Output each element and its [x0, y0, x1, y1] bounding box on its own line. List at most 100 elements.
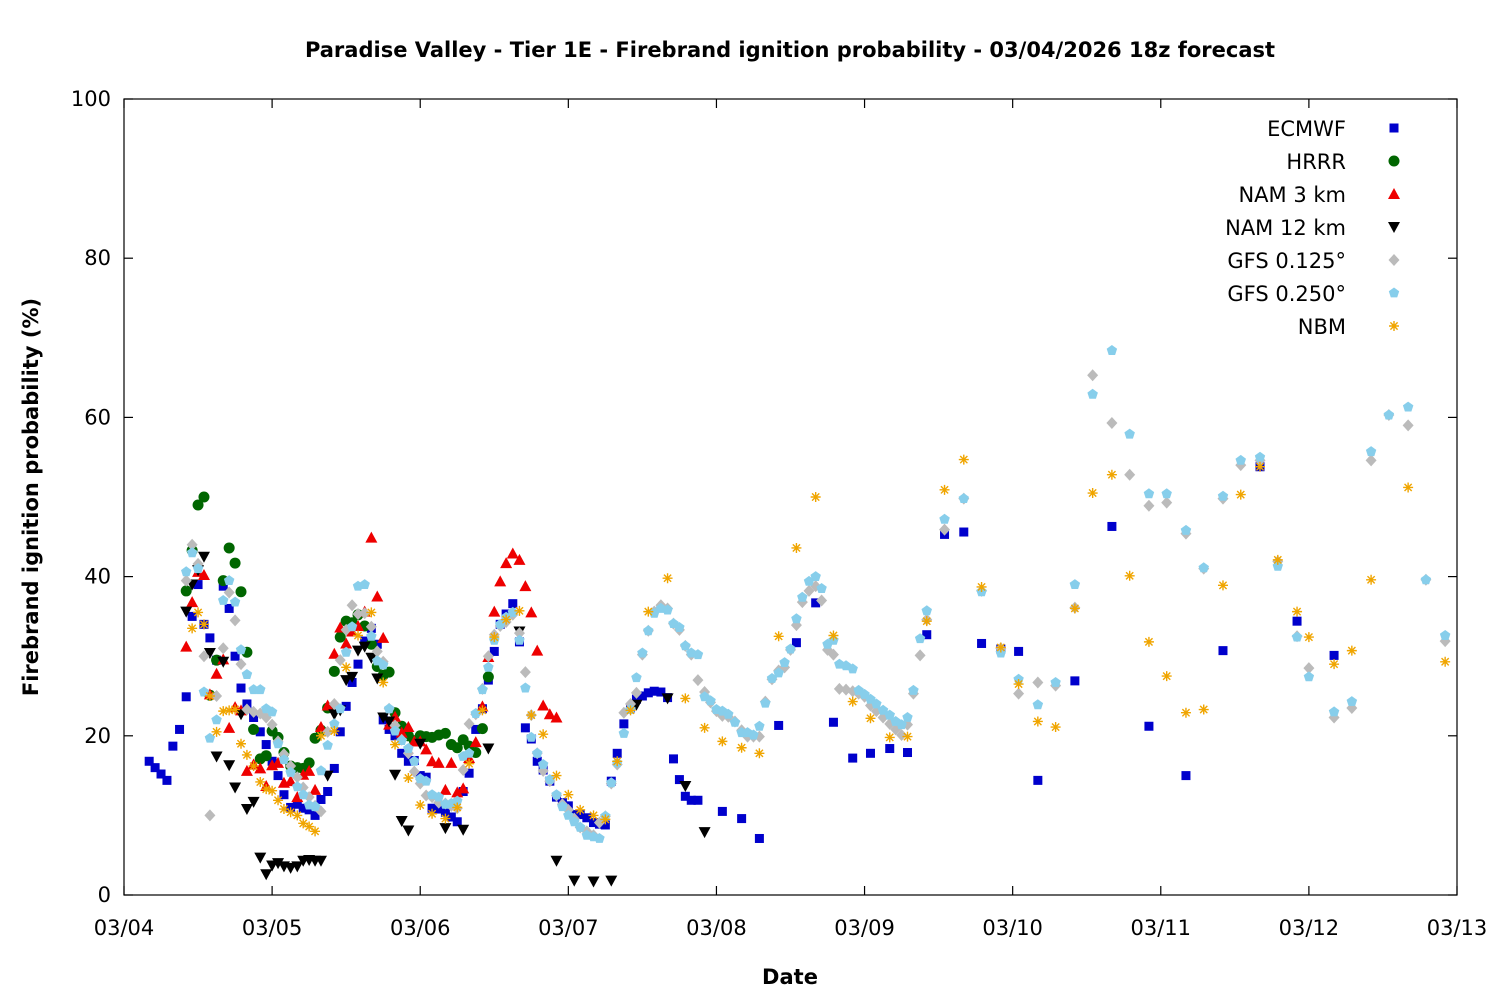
- data-point: [341, 662, 352, 673]
- data-point: [365, 652, 378, 664]
- data-point: [686, 795, 696, 805]
- data-point: [674, 775, 684, 785]
- series-5: [181, 345, 1451, 843]
- legend-marker: [1388, 188, 1400, 199]
- data-point: [760, 697, 771, 708]
- data-point: [1087, 369, 1099, 382]
- data-point: [284, 775, 297, 787]
- data-point: [833, 682, 845, 695]
- data-point: [482, 671, 494, 683]
- axes: 0 20 40 60 80 100 03/04 03/05 03/06 03/07 03/08 03/…: [71, 87, 1487, 940]
- data-point: [197, 569, 210, 581]
- x-tick-label: 03/08: [686, 916, 747, 940]
- data-point: [514, 634, 525, 645]
- data-point: [217, 642, 229, 655]
- data-point: [292, 799, 302, 809]
- data-point: [1106, 345, 1118, 355]
- data-point: [500, 557, 513, 569]
- data-point: [248, 761, 259, 772]
- data-point: [204, 809, 216, 822]
- data-point: [272, 738, 284, 749]
- data-point: [273, 771, 283, 781]
- data-point: [346, 599, 358, 612]
- data-point: [415, 800, 426, 811]
- x-tick-label: 03/11: [1131, 916, 1192, 940]
- data-point: [939, 484, 950, 495]
- data-point: [1303, 662, 1315, 675]
- data-point: [810, 492, 821, 502]
- data-point: [346, 671, 359, 683]
- data-point: [717, 806, 727, 816]
- data-point: [427, 803, 437, 813]
- data-point: [181, 692, 191, 702]
- data-point: [236, 683, 246, 693]
- data-point: [1124, 570, 1135, 581]
- data-point: [211, 726, 222, 737]
- legend-marker: [1388, 222, 1400, 233]
- data-point: [230, 704, 241, 715]
- data-point: [371, 645, 383, 658]
- data-point: [451, 786, 464, 798]
- data-point: [1198, 704, 1209, 715]
- data-point: [420, 743, 433, 755]
- chart-title: Paradise Valley - Tier 1E - Firebrand ig…: [305, 38, 1275, 62]
- data-point: [403, 743, 414, 753]
- data-point: [434, 804, 444, 814]
- data-point: [240, 804, 253, 816]
- data-point: [403, 772, 414, 783]
- data-point: [409, 755, 420, 766]
- data-point: [995, 642, 1006, 653]
- data-point: [260, 869, 273, 881]
- data-point: [914, 649, 926, 662]
- data-point: [420, 775, 432, 786]
- data-point: [471, 724, 481, 734]
- legend-item: NBM: [1298, 315, 1399, 339]
- data-point: [723, 708, 734, 719]
- data-point: [692, 674, 704, 687]
- data-point: [223, 760, 236, 772]
- data-point: [679, 780, 692, 792]
- data-point: [773, 667, 784, 678]
- data-point: [217, 656, 230, 668]
- data-point: [310, 810, 320, 820]
- data-point: [631, 672, 642, 683]
- data-point: [600, 820, 610, 830]
- data-point: [680, 640, 691, 651]
- data-point: [1235, 454, 1246, 465]
- data-point: [383, 716, 396, 728]
- data-point: [538, 729, 549, 740]
- data-point: [193, 607, 204, 618]
- data-point: [908, 684, 919, 695]
- data-point: [358, 641, 371, 653]
- data-point: [187, 611, 197, 621]
- data-point: [359, 607, 371, 620]
- data-point: [321, 699, 334, 711]
- data-point: [476, 723, 488, 735]
- data-point: [186, 547, 198, 558]
- data-point: [395, 815, 408, 827]
- series-6: [187, 454, 1451, 837]
- data-point: [314, 855, 327, 867]
- series-0: [144, 462, 1339, 843]
- data-point: [291, 791, 304, 803]
- data-point: [605, 875, 618, 887]
- data-point: [488, 605, 501, 617]
- series-3: [180, 551, 711, 888]
- x-tick-label: 03/05: [242, 916, 303, 940]
- data-point: [1329, 650, 1339, 660]
- data-point: [543, 708, 556, 720]
- data-point: [1403, 482, 1414, 493]
- data-point: [1087, 488, 1098, 499]
- data-point: [335, 703, 346, 714]
- data-point: [440, 813, 451, 824]
- data-point: [414, 738, 427, 750]
- data-point: [1069, 579, 1081, 589]
- data-point: [371, 590, 384, 602]
- data-point: [939, 513, 950, 524]
- data-point: [884, 709, 895, 720]
- data-point: [1180, 707, 1191, 718]
- data-point: [774, 720, 784, 730]
- data-point: [352, 608, 364, 621]
- data-point: [550, 711, 563, 723]
